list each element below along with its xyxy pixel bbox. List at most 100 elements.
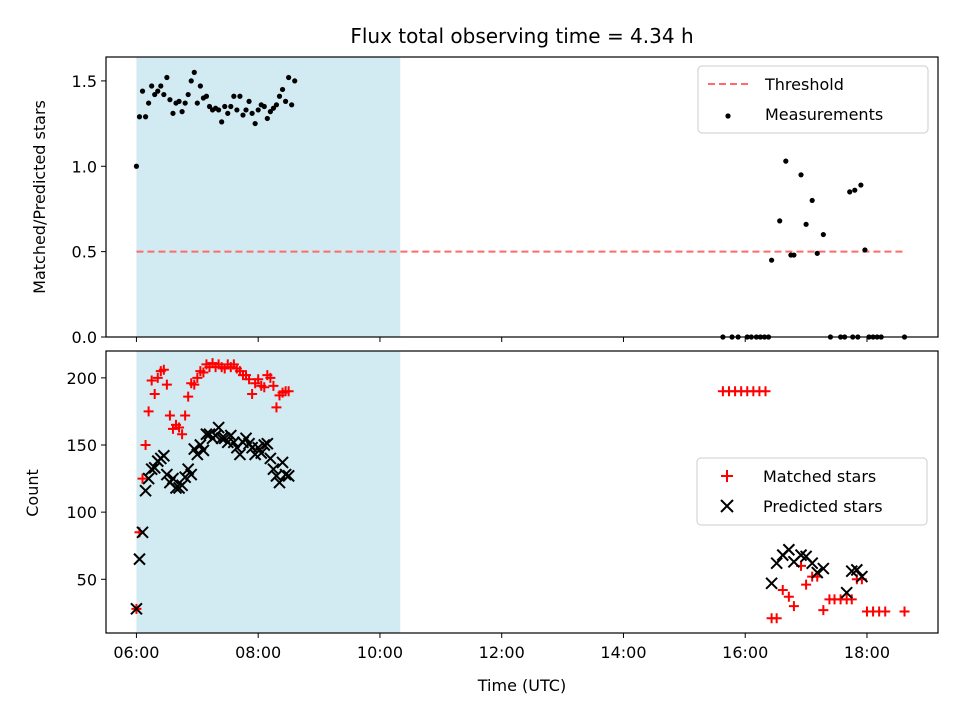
matched-stars-point bbox=[777, 585, 788, 596]
x-tick-label: 16:00 bbox=[722, 643, 768, 662]
measurement-point bbox=[167, 97, 173, 103]
measurement-point bbox=[179, 109, 185, 115]
measurement-point bbox=[292, 78, 298, 84]
measurement-point bbox=[243, 107, 249, 113]
matched-stars-point bbox=[244, 374, 255, 385]
matched-stars-point bbox=[158, 364, 169, 375]
measurement-point bbox=[798, 172, 804, 178]
measurement-point bbox=[176, 98, 182, 104]
measurement-point bbox=[286, 74, 292, 81]
measurement-point bbox=[228, 103, 234, 110]
predicted-stars-point bbox=[279, 468, 292, 481]
matched-stars-point bbox=[183, 391, 194, 402]
predicted-stars-point bbox=[133, 552, 146, 566]
legend-measurements-label: Measurements bbox=[765, 105, 883, 124]
matched-stars-point bbox=[192, 372, 203, 383]
predicted-stars-point bbox=[136, 526, 149, 539]
measurement-point bbox=[237, 93, 243, 99]
count-panel: 50 100 150 200 06:00 08:00 10:00 12:00 14:00 16:… bbox=[23, 350, 939, 695]
matched-stars-point bbox=[788, 601, 799, 612]
measurement-point bbox=[225, 110, 231, 116]
predicted-stars-point bbox=[276, 456, 289, 469]
matched-stars-point bbox=[137, 473, 148, 484]
measurement-point bbox=[206, 103, 213, 110]
measurement-point bbox=[267, 109, 273, 115]
legend-matched-stars-label: Matched stars bbox=[763, 467, 876, 486]
measurement-point bbox=[164, 74, 170, 81]
matched-stars-point bbox=[760, 386, 771, 397]
matched-stars-point bbox=[180, 410, 191, 421]
measurement-point bbox=[783, 158, 789, 164]
matched-stars-point bbox=[174, 422, 185, 433]
predicted-stars-point bbox=[805, 556, 819, 570]
measurement-point bbox=[231, 93, 237, 99]
count-legend: Matched stars Predicted stars bbox=[696, 457, 928, 526]
measurement-point bbox=[136, 114, 143, 120]
matched-stars-point bbox=[198, 367, 209, 378]
measurement-point bbox=[249, 110, 255, 116]
predicted-stars-point bbox=[258, 438, 271, 452]
measurement-point bbox=[152, 91, 158, 98]
count-x-axis: 06:00 08:00 10:00 12:00 14:00 16:00 18:00 bbox=[113, 633, 890, 662]
measurement-point bbox=[814, 250, 820, 256]
count-y-axis-label: Count bbox=[23, 469, 42, 517]
ratio-plot-area bbox=[105, 56, 939, 340]
predicted-stars-point bbox=[770, 556, 783, 570]
x-tick-label: 06:00 bbox=[113, 643, 159, 662]
measurement-point bbox=[182, 100, 188, 106]
measurement-point bbox=[261, 103, 267, 110]
matched-stars-point bbox=[259, 382, 270, 393]
measurement-point bbox=[191, 69, 197, 75]
measurement-point bbox=[234, 107, 240, 113]
predicted-stars-point bbox=[130, 602, 143, 616]
measurement-point bbox=[185, 91, 191, 98]
measurement-point bbox=[282, 98, 289, 104]
measurement-point bbox=[216, 107, 222, 113]
predicted-stars-point bbox=[160, 468, 174, 481]
measurement-point bbox=[777, 218, 783, 224]
measurement-point bbox=[791, 252, 797, 258]
predicted-stars-point bbox=[212, 421, 225, 434]
predicted-stars-point bbox=[148, 461, 161, 475]
ratio-series-layer bbox=[133, 69, 908, 340]
count-y-axis: 50 100 150 200 bbox=[66, 369, 106, 589]
matched-stars-point bbox=[149, 388, 160, 399]
predicted-stars-point bbox=[157, 449, 171, 462]
measurement-point bbox=[276, 93, 283, 99]
y-tick-label: 50 bbox=[77, 570, 97, 589]
ratio-panel: Flux total observing time = 4.34 h 0.00.… bbox=[30, 24, 939, 347]
predicted-stars-point bbox=[855, 570, 869, 583]
predicted-stars-point bbox=[273, 476, 286, 489]
matched-stars-legend-swatch bbox=[721, 470, 733, 482]
legend-threshold-label: Threshold bbox=[764, 75, 844, 94]
measurement-point bbox=[161, 91, 167, 98]
measurement-point bbox=[279, 86, 286, 93]
matched-stars-point bbox=[189, 379, 200, 390]
measurement-point bbox=[264, 115, 270, 122]
predicted-stars-point bbox=[169, 481, 183, 495]
measurements-legend-swatch bbox=[725, 113, 731, 119]
measurement-point bbox=[188, 78, 194, 84]
predicted-stars-point bbox=[267, 462, 280, 476]
y-tick-label: 100 bbox=[66, 503, 97, 522]
predicted-stars-point bbox=[142, 472, 155, 485]
measurement-point bbox=[240, 112, 246, 118]
matched-stars-point bbox=[818, 605, 829, 616]
y-tick-label: 1.5 bbox=[72, 72, 97, 91]
x-axis-label: Time (UTC) bbox=[477, 676, 566, 695]
ratio-y-axis: 0.0 0.5 1.0 1.5 bbox=[72, 72, 106, 347]
predicted-stars-point bbox=[185, 468, 198, 481]
predicted-stars-point bbox=[209, 429, 222, 442]
ratio-y-axis-label: Matched/Predicted stars bbox=[30, 100, 49, 294]
measurement-point bbox=[194, 100, 200, 106]
predicted-stars-point bbox=[282, 469, 295, 483]
predicted-stars-point bbox=[261, 437, 274, 450]
predicted-stars-point bbox=[197, 444, 210, 457]
y-tick-label: 0.0 bbox=[72, 328, 97, 347]
y-tick-label: 200 bbox=[66, 369, 97, 388]
measurement-point bbox=[219, 119, 225, 125]
measurement-point bbox=[820, 231, 826, 238]
predicted-stars-point bbox=[145, 462, 158, 476]
matched-stars-point bbox=[801, 579, 812, 590]
